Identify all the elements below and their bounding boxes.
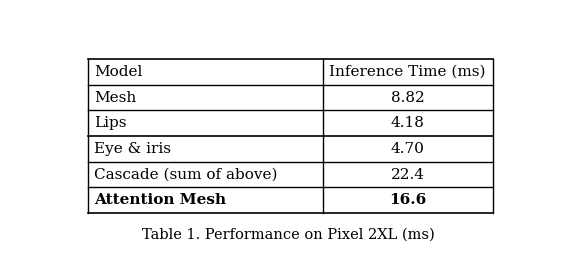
Text: Attention Mesh: Attention Mesh	[94, 193, 226, 207]
Text: Lips: Lips	[94, 116, 126, 130]
Text: 8.82: 8.82	[391, 91, 424, 105]
Text: Cascade (sum of above): Cascade (sum of above)	[94, 168, 278, 182]
Text: 4.70: 4.70	[391, 142, 425, 156]
Text: Table 1. Performance on Pixel 2XL (ms): Table 1. Performance on Pixel 2XL (ms)	[142, 228, 434, 242]
Text: 16.6: 16.6	[389, 193, 427, 207]
Text: Model: Model	[94, 65, 143, 79]
Text: 22.4: 22.4	[391, 168, 425, 182]
Text: Inference Time (ms): Inference Time (ms)	[329, 65, 486, 79]
Text: 4.18: 4.18	[391, 116, 425, 130]
Text: Mesh: Mesh	[94, 91, 137, 105]
Text: Eye & iris: Eye & iris	[94, 142, 171, 156]
